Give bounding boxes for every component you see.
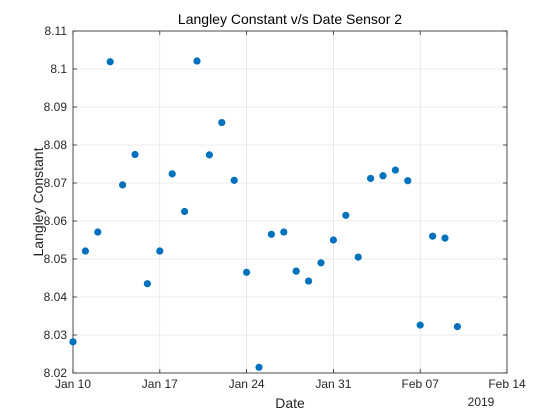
data-point [193,57,201,65]
data-point [416,321,424,329]
data-point [243,268,251,276]
x-tick-label: Jan 31 [315,377,351,391]
data-point [367,174,375,183]
data-point [69,338,77,346]
data-point [156,247,164,255]
chart-title: Langley Constant v/s Date Sensor 2 [178,11,402,27]
plot-frame [72,30,508,374]
data-point [94,228,102,236]
data-point [441,234,449,242]
data-point [181,207,189,216]
x-tick-label: Feb 14 [488,377,526,391]
data-point [329,236,337,244]
plot-area [73,31,507,373]
data-point [280,228,288,236]
data-point [119,181,127,189]
y-tick-label: 8.09 [44,100,68,114]
data-point [218,118,226,127]
data-point [391,166,399,174]
y-tick-label: 8.03 [44,328,68,342]
y-tick-label: 8.07 [44,176,68,190]
data-point [342,211,350,219]
y-axis-label: Langley Constant [30,147,46,256]
x-tick-label: Jan 10 [55,377,91,391]
data-point [131,150,139,159]
x-tick-label: Jan 17 [142,377,178,391]
data-point [317,259,325,267]
y-tick-label: 8.06 [44,214,68,228]
y-tick-label: 8.05 [44,252,68,266]
x-axis-label: Date [275,395,305,411]
data-point [267,230,275,238]
data-point [205,151,213,159]
y-tick-label: 8.04 [44,290,68,304]
y-tick-label: 8.1 [50,62,67,76]
x-tick-label: Jan 24 [229,377,265,391]
y-tick-label: 8.11 [45,24,68,38]
data-point [168,170,176,178]
x-axis-year-label: 2019 [468,395,495,409]
data-point [230,176,238,184]
data-point [305,277,313,285]
data-point [255,363,263,371]
data-points [69,57,461,371]
x-tick-label: Feb 07 [402,377,440,391]
data-point [143,280,151,288]
y-tick-label: 8.08 [44,138,68,152]
data-point [354,253,362,261]
data-point [429,232,437,240]
data-point [404,177,412,185]
y-tick-label: 8.02 [44,366,68,380]
data-point [81,247,89,255]
data-point [453,323,461,331]
data-point [292,267,300,275]
data-point [106,58,114,66]
ticks: 8.02 8.03 8.04 8.05 8.06 8.07 8.08 8.09 8.1 8.11 J… [44,24,526,391]
data-point [379,172,387,180]
